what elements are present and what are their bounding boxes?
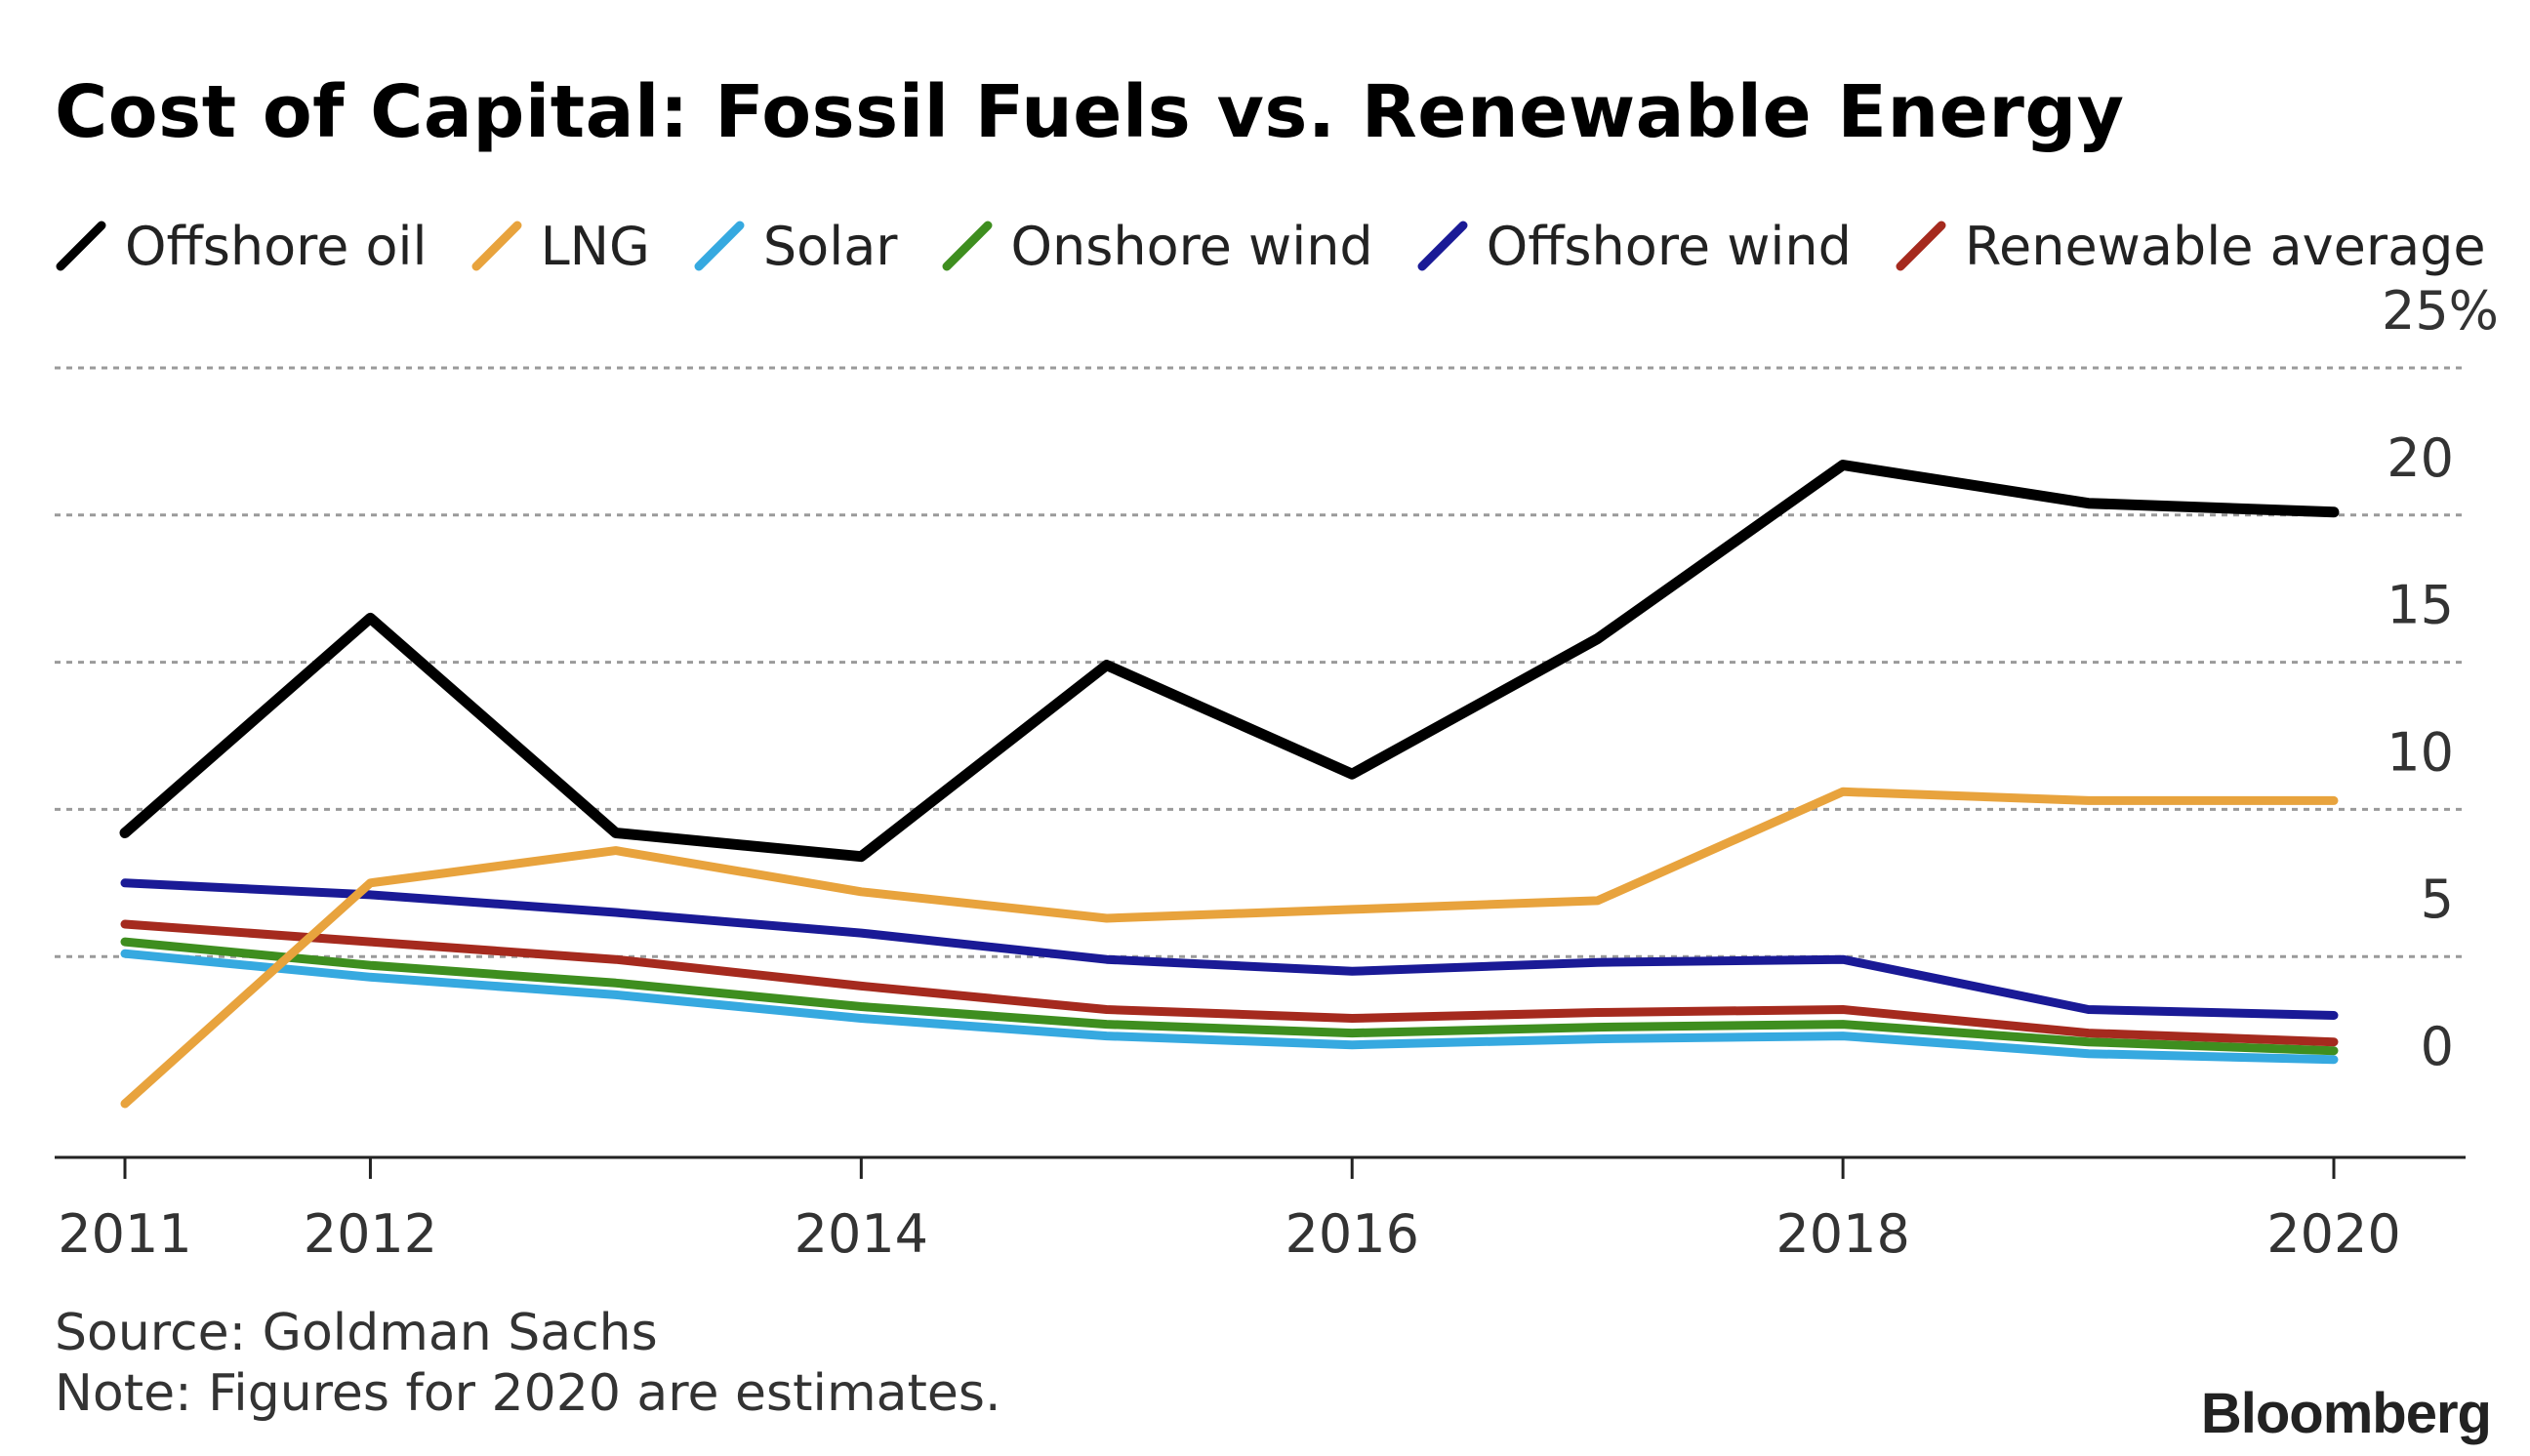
legend: Offshore oil LNG Solar Onshore wind Offshore… [55, 207, 2486, 285]
x-tick-label: 2012 [304, 1203, 437, 1265]
x-tick-label: 2020 [2266, 1203, 2400, 1265]
legend-swatch-mark [471, 221, 522, 271]
legend-label: Renewable average [1964, 215, 2486, 277]
y-tick-label: 10 [2387, 721, 2454, 783]
source-note: Source: Goldman Sachs [55, 1304, 658, 1362]
legend-swatch-mark [1417, 221, 1468, 271]
x-tick-label: 2011 [58, 1203, 191, 1265]
y-tick-label: 15 [2387, 575, 2454, 636]
legend-item: Offshore oil [55, 216, 428, 277]
y-tick-label: 5 [2421, 869, 2454, 930]
legend-swatch-mark [56, 221, 106, 271]
legend-label: Onshore wind [1010, 215, 1373, 277]
series-line-solar [120, 949, 2339, 1065]
series-line-offshore-oil [119, 460, 2340, 863]
legend-swatch [1417, 221, 1468, 271]
legend-swatch-mark [694, 221, 745, 271]
gridlines [55, 366, 2466, 958]
legend-item: LNG [470, 216, 650, 277]
x-tick-label: 2018 [1775, 1203, 1909, 1265]
legend-item: Solar [693, 216, 898, 277]
legend-item: Offshore wind [1416, 216, 1852, 277]
series-lines [119, 460, 2340, 1109]
series-line-renewable-average [120, 919, 2339, 1047]
y-tick-label: 25% [2382, 280, 2499, 342]
bloomberg-logo: Bloomberg [2200, 1382, 2492, 1445]
legend-label: LNG [540, 215, 650, 277]
x-tick-label: 2016 [1285, 1203, 1419, 1265]
legend-swatch [56, 221, 106, 271]
legend-label: Offshore wind [1486, 215, 1852, 277]
x-axis [55, 1155, 2466, 1179]
legend-swatch-mark [942, 221, 993, 271]
legend-label: Offshore oil [125, 215, 428, 277]
legend-swatch-mark [1896, 221, 1946, 271]
y-axis-tick-labels: 0 5 10 15 20 25% [2382, 280, 2499, 1077]
x-tick-label: 2014 [795, 1203, 928, 1265]
legend-swatch [1896, 221, 1946, 271]
chart-title: Cost of Capital: Fossil Fuels vs. Renewa… [55, 70, 2125, 154]
legend-swatch [942, 221, 993, 271]
legend-label: Solar [762, 215, 898, 277]
x-axis-tick-labels: 2011 2012 2014 2016 2018 2020 [58, 1203, 2400, 1265]
footnote: Note: Figures for 2020 are estimates. [55, 1364, 1001, 1423]
legend-item: Renewable average [1895, 216, 2486, 277]
y-tick-label: 0 [2421, 1016, 2454, 1077]
legend-swatch [471, 221, 522, 271]
legend-swatch [694, 221, 745, 271]
series-line-onshore-wind [120, 937, 2339, 1056]
series-line-offshore-wind [120, 878, 2339, 1020]
legend-item: Onshore wind [941, 216, 1373, 277]
series-line-lng [120, 787, 2339, 1109]
y-tick-label: 20 [2387, 427, 2454, 489]
